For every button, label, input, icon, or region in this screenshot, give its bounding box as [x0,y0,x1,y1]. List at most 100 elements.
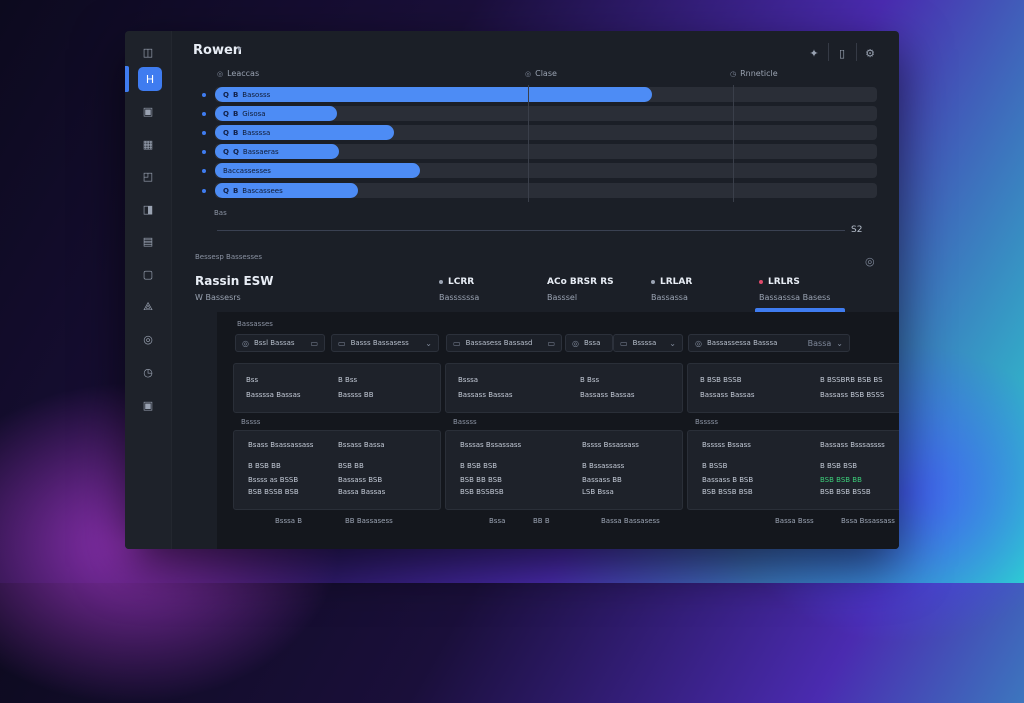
card-heading: Bssass Bassa [338,441,385,449]
filter-search[interactable]: ◎ Bassassessa Basssa Bassa ⌄ [688,334,850,352]
message-icon[interactable]: ▢ [142,267,154,281]
detail-card[interactable]: Bsssss Bssass Bassass Bsssassss B BSSB B… [687,430,899,510]
table-icon[interactable]: ▦ [142,137,154,151]
card-value-highlight: BSB [488,476,502,484]
card-value: Bassass Bassas [700,391,755,399]
card-label: B Bss [580,376,600,384]
tag-icon[interactable]: ◎ [143,332,153,346]
calendar-icon: ▭ [547,338,555,348]
timeline-track[interactable]: Q B Basosss [215,87,877,102]
timeline-bar[interactable]: Q B Bassssa [215,125,394,140]
settings-icon[interactable]: ⚙ [865,46,875,60]
folder-icon[interactable]: ▤ [142,234,154,248]
timeline-track[interactable]: Baccassesses [215,163,877,178]
filter-field[interactable]: ◎ Bssl Bassas ▭ [235,334,325,352]
timeline-bar[interactable]: Baccassesses [215,163,420,178]
timeline-track[interactable]: Q B Gisosa [215,106,877,121]
card-heading: Bsssas Bssassass [460,441,522,449]
row-label: Baccassesses [223,166,271,175]
card-label: B BSSBRB BSB BS [820,376,883,384]
row-label: Basosss [242,90,271,99]
axis-start-label: Bas [214,209,227,217]
card-value: BSB BSSB BSB [702,488,753,496]
timeline-bar[interactable]: Q B Gisosa [215,106,337,121]
card-value: Bassass BSB BSSS [820,391,885,399]
active-indicator [125,66,129,92]
status-dot [439,280,443,284]
group-label: Bssss [241,418,261,426]
circle-icon: ◎ [525,69,532,78]
clock-icon: ◷ [730,69,737,78]
filter-label: Bassasess Bassasd [465,339,533,347]
filter-select[interactable]: ▭ Basss Bassasess ⌄ [331,334,439,352]
filter-select[interactable]: ▭ Bssssa ⌄ [613,334,683,352]
globe-icon[interactable]: ◎ [865,255,875,268]
timeline-track[interactable]: Q B Bascassees [215,183,877,198]
row-code: B [232,109,239,118]
filter-icon: ▭ [620,338,628,348]
card-value-text: Bassss [338,391,362,399]
timeline-track[interactable]: Q B Bassssa [215,125,877,140]
chevron-down-icon[interactable]: ▾ [237,45,242,55]
users-icon[interactable]: ⟁ [143,300,153,313]
row-marker [202,93,206,97]
timeline-bar[interactable]: Q B Basosss [215,87,652,102]
row-marker [202,150,206,154]
filter-field[interactable]: ▭ Bassasess Bassasd ▭ [446,334,562,352]
row-tag: Q [223,109,229,118]
row-label: Bassaeras [242,147,279,156]
summary-card[interactable]: B BSB BSSB Bassass Bassas B BSSBRB BSB B… [687,363,899,413]
stat-caption: Bassssssa [439,293,480,302]
timeline-track[interactable]: Q Q Bassaeras [215,144,877,159]
row-marker [202,189,206,193]
row-label: Bascassees [242,186,283,195]
header-divider [856,43,857,61]
archive-icon[interactable]: ▣ [142,398,154,412]
filter-label: Bassassessa Basssa [706,339,778,347]
card-value-highlight: BSB [368,476,383,484]
card-value: Bassssa Bassas [246,391,301,399]
card-value: Bassass B BSB [702,476,754,484]
card-value: B BSB BSB [460,462,498,470]
summary-section-label: Bessesp Bassesses [195,253,262,261]
card-label: B Bss [338,376,358,384]
row-label: Gisosa [242,109,266,118]
column-header[interactable]: ◎ Leaccas [217,69,259,78]
sparkle-icon[interactable]: ✦ [809,46,819,60]
column-header[interactable]: ◷ Rnneticle [730,69,778,78]
card-value-text: Bassass [338,476,366,484]
column-header[interactable]: ◎ Clase [525,69,557,78]
detail-card[interactable]: Bsssas Bssassass Bssss Bssassass B BSB B… [445,430,683,510]
summary-card[interactable]: Bsssa Bassass Bassas B Bss Bassass Bassa… [445,363,683,413]
row-code: B [232,186,239,195]
selected-tab-indicator[interactable] [755,308,845,312]
home-icon[interactable]: Н [138,67,162,91]
column-divider [528,85,529,202]
chart-icon[interactable]: ◰ [142,169,154,183]
stack-icon[interactable]: ◨ [142,202,154,216]
card-value-highlight: BSB BSB BB [820,476,862,484]
detail-card[interactable]: Bsass Bsassassass Bssass Bassa B BSB BB … [233,430,441,510]
summary-card[interactable]: Bss Bassssa Bassas B Bss Bassss BB [233,363,441,413]
grid-icon[interactable]: ◫ [142,45,154,59]
card-value-text: BSB BB [460,476,486,484]
stat-caption: W Bassesrs [195,293,241,302]
card-heading: Bssss Bssassass [582,441,639,449]
timeline-bar[interactable]: Q Q Bassaeras [215,144,339,159]
circle-icon: ◎ [217,69,224,78]
card-value: Bassass Bassas [458,391,513,399]
card-value: Bassass BSB [338,476,382,484]
clock-icon[interactable]: ◷ [143,365,153,379]
group-label: Bassss [453,418,477,426]
device-icon[interactable]: ▯ [838,46,846,60]
column-divider [733,85,734,202]
filter-field[interactable]: ◎ Bssa [565,334,613,352]
timeline-bar[interactable]: Q B Bascassees [215,183,358,198]
filter-label: Bssssa [632,339,657,347]
row-code: B [232,128,239,137]
filter-value: Bassa [807,338,832,348]
layers-icon[interactable]: ▣ [142,104,154,118]
footer-text: Bassa Bassasess [601,517,660,525]
card-value: B BSB BB [248,462,281,470]
timeline-axis [217,230,845,231]
